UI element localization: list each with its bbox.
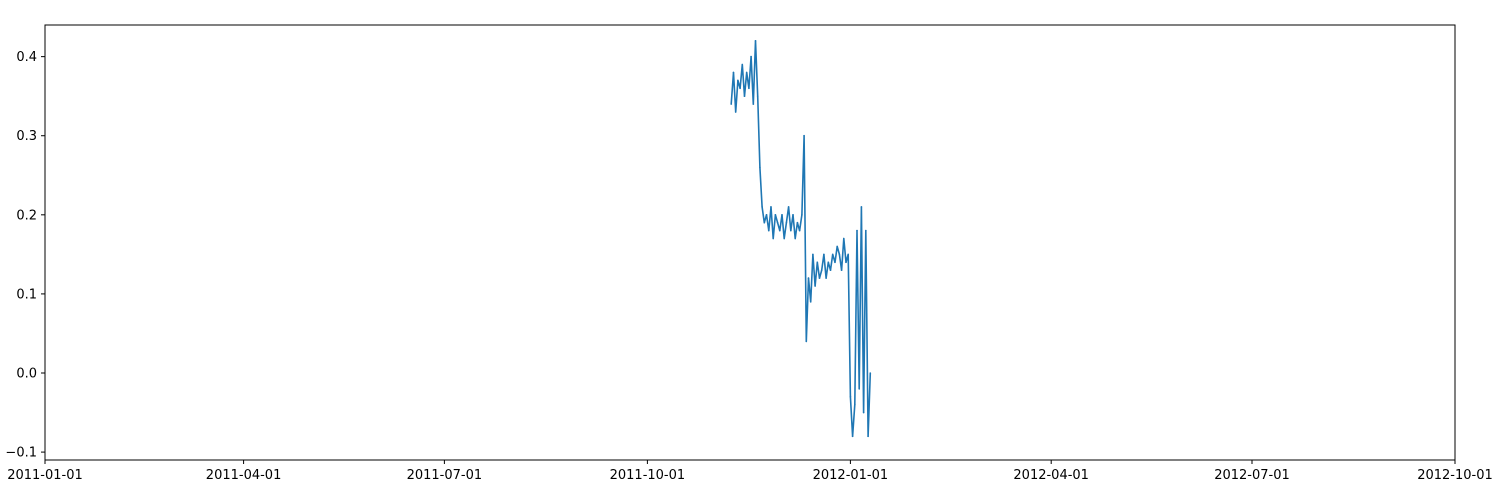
x-axis: 2011-01-01 2011-04-01 2011-07-01 2011-10-01… — [7, 460, 1493, 483]
axes-frame — [44, 24, 1456, 461]
data-point — [809, 301, 812, 303]
data-point — [792, 214, 794, 216]
y-axis: −0.1 0.0 0.1 0.2 0.3 0.4 — [5, 50, 45, 461]
data-point — [776, 221, 779, 224]
x-tick-label: 2011-10-01 — [610, 468, 686, 483]
data-point — [739, 87, 741, 90]
data-point — [794, 237, 797, 240]
data-point — [862, 411, 865, 414]
data-point — [829, 269, 832, 271]
x-tick-label: 2011-07-01 — [407, 468, 483, 483]
y-tick-label: 0.2 — [16, 208, 37, 223]
data-point — [836, 245, 838, 248]
data-point — [867, 435, 869, 438]
data-point — [737, 79, 739, 82]
data-point — [849, 395, 852, 398]
data-point — [851, 435, 854, 438]
data-point — [743, 95, 746, 97]
y-tick-label: 0.1 — [16, 287, 37, 302]
data-point — [823, 253, 825, 256]
data-point — [860, 206, 863, 208]
x-tick-label: 2012-04-01 — [1013, 468, 1089, 483]
plot-area — [44, 24, 1456, 461]
data-point — [761, 206, 763, 208]
data-point — [781, 214, 783, 216]
data-point — [816, 261, 819, 264]
data-point — [858, 388, 861, 390]
x-tick-label: 2011-04-01 — [206, 468, 282, 483]
data-point — [778, 229, 781, 232]
data-point — [854, 403, 856, 406]
data-point — [790, 229, 792, 232]
data-point — [785, 221, 788, 224]
data-point — [730, 103, 733, 105]
data-point — [798, 229, 801, 232]
data-point — [787, 206, 790, 208]
data-point — [732, 71, 735, 74]
data-point — [783, 237, 786, 240]
x-tick-label: 2012-01-01 — [813, 468, 889, 483]
series-layer — [730, 39, 872, 438]
data-point — [750, 55, 752, 58]
y-tick-label: 0.0 — [16, 367, 37, 382]
data-point — [763, 221, 766, 224]
data-point — [827, 261, 830, 264]
data-point — [803, 134, 805, 137]
data-point — [759, 166, 761, 169]
data-point — [865, 229, 867, 232]
x-tick-label: 2012-07-01 — [1214, 468, 1290, 483]
x-tick-label: 2011-01-01 — [7, 468, 83, 483]
data-point — [772, 237, 774, 240]
data-point — [831, 253, 834, 256]
data-point — [801, 214, 803, 216]
data-point — [812, 253, 814, 256]
data-point — [869, 372, 872, 374]
data-point — [818, 277, 821, 279]
data-point — [814, 285, 816, 287]
data-point — [807, 277, 810, 279]
data-point — [834, 261, 836, 264]
data-point — [838, 253, 841, 256]
data-point — [752, 103, 755, 105]
data-point — [856, 229, 858, 232]
data-point — [767, 229, 770, 232]
data-point — [745, 71, 748, 74]
data-point — [774, 214, 777, 216]
data-point — [845, 261, 847, 264]
data-point — [765, 214, 768, 216]
data-point — [796, 221, 799, 224]
y-tick-label: 0.4 — [16, 50, 37, 65]
y-tick-label: 0.3 — [16, 129, 37, 144]
data-point — [734, 111, 737, 113]
data-point — [748, 87, 750, 90]
data-point — [840, 269, 843, 271]
data-point — [756, 95, 759, 97]
data-point — [847, 253, 849, 256]
data-point — [770, 206, 772, 208]
data-point — [842, 237, 845, 240]
data-point — [820, 269, 823, 271]
data-point — [805, 340, 808, 343]
y-tick-label: −0.1 — [5, 446, 37, 461]
x-tick-label: 2012-10-01 — [1417, 468, 1493, 483]
data-point — [754, 40, 757, 42]
data-point — [825, 277, 827, 279]
series-line — [730, 39, 872, 438]
data-point — [741, 63, 744, 66]
